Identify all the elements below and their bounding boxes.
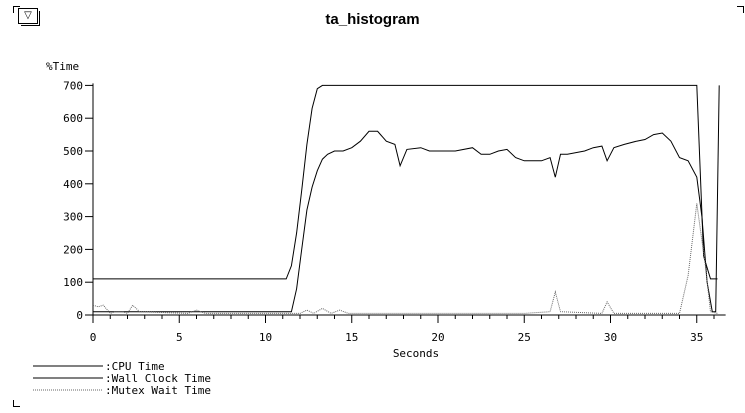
window-corner-bottom-left xyxy=(13,400,20,407)
legend-label-3: :Mutex Wait Time xyxy=(105,384,211,397)
series-line-3 xyxy=(92,203,718,314)
x-tick-label: 0 xyxy=(90,331,97,344)
series-line-1 xyxy=(93,84,718,280)
x-tick-label: 35 xyxy=(690,331,703,344)
y-tick-label: 300 xyxy=(63,211,83,224)
series-line-2 xyxy=(93,85,720,313)
x-tick-label: 30 xyxy=(604,331,617,344)
plot-area: 0 100 200 300 400 500 600 700 0 5 10 15 20 25 30 35 xyxy=(63,79,726,344)
legend: :CPU Time:Wall Clock Time:Mutex Wait Tim… xyxy=(33,360,211,397)
y-tick-label: 0 xyxy=(76,309,83,322)
x-tick-label: 5 xyxy=(176,331,183,344)
x-tick-label: 20 xyxy=(431,331,444,344)
y-tick-label: 600 xyxy=(63,112,83,125)
y-tick-label: 500 xyxy=(63,145,83,158)
y-tick-label: 100 xyxy=(63,276,83,289)
x-axis-label: Seconds xyxy=(393,347,439,360)
y-axis-label: %Time xyxy=(46,60,79,73)
x-tick-label: 25 xyxy=(518,331,531,344)
window-corner-top-left xyxy=(13,6,20,13)
window-menu-button[interactable]: ▽ xyxy=(18,8,40,26)
legend-label-2: :Wall Clock Time xyxy=(105,372,211,385)
y-tick-label: 700 xyxy=(63,79,83,92)
x-tick-label: 10 xyxy=(259,331,272,344)
window-title: ta_histogram xyxy=(325,11,420,28)
legend-label-1: :CPU Time xyxy=(105,360,165,373)
y-tick-label: 400 xyxy=(63,178,83,191)
y-tick-label: 200 xyxy=(63,243,83,256)
x-tick-label: 15 xyxy=(345,331,358,344)
window-corner-top-right xyxy=(737,6,744,13)
